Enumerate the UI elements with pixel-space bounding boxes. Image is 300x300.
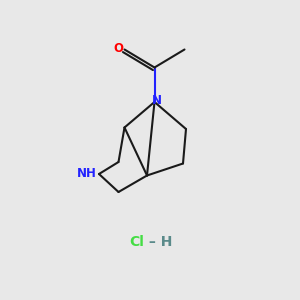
Text: N: N: [152, 94, 162, 107]
Text: Cl: Cl: [129, 235, 144, 248]
Text: O: O: [113, 42, 123, 55]
Text: – H: – H: [144, 235, 172, 248]
Text: NH: NH: [76, 167, 96, 180]
